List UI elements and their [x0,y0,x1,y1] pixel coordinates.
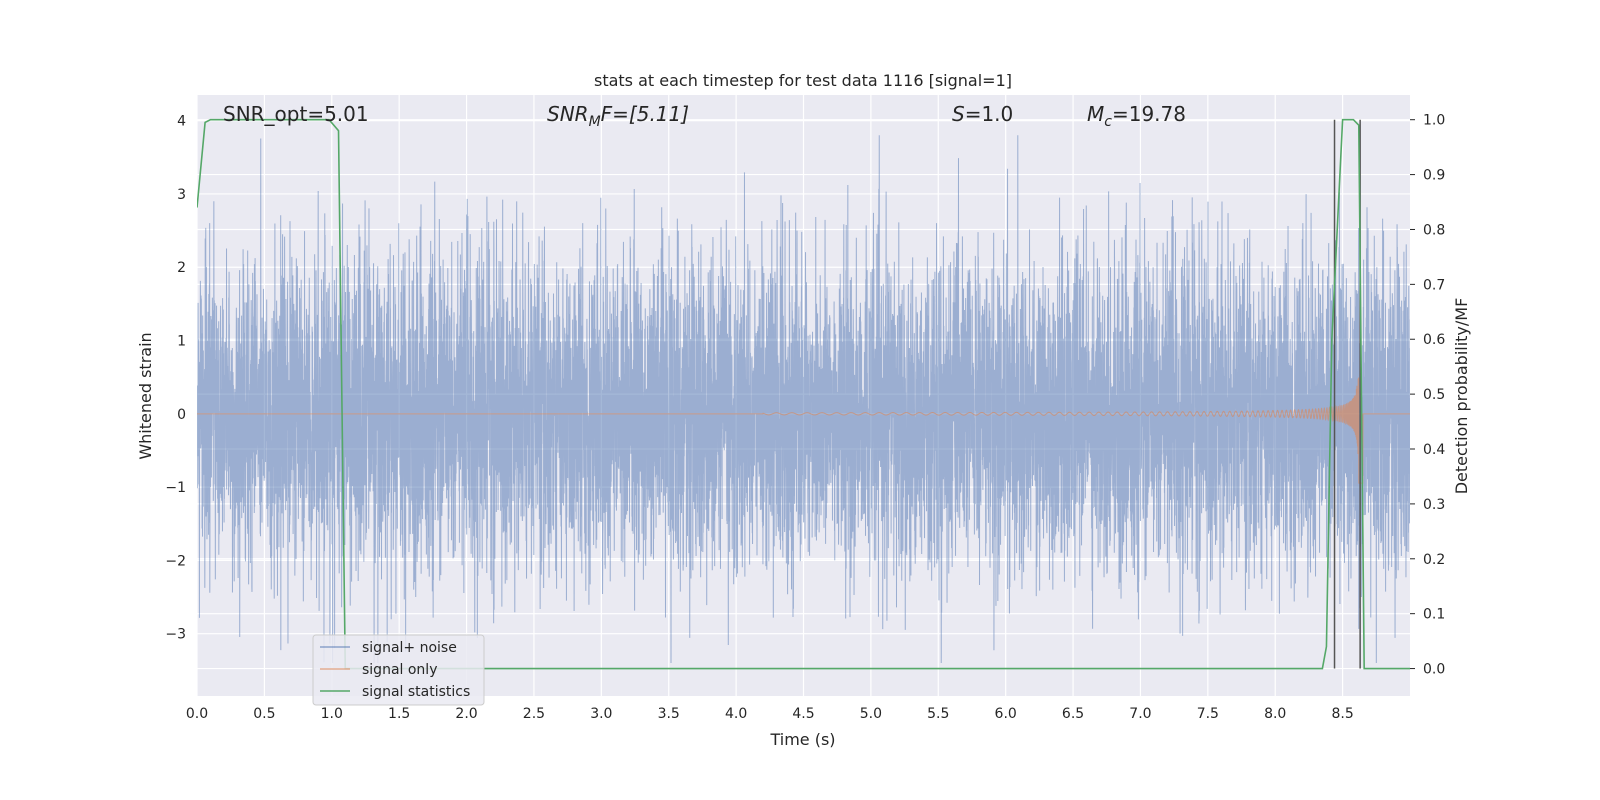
annotation-mc: Mc=19.78 [1087,102,1186,130]
right-y-tick-label: 0.0 [1423,662,1445,678]
x-tick-label: 2.0 [455,706,477,722]
y-tick-label: 2 [177,260,186,276]
y-tick-labels: 4 3 2 1 0 −1 −2 −3 [165,114,186,643]
x-tick-label: 4.5 [792,706,814,722]
x-tick-label: 1.5 [388,706,410,722]
legend-label-signal-noise: signal+ noise [362,640,457,656]
y-tick-label: 4 [177,114,186,130]
legend-label-signal-only: signal only [362,662,437,678]
right-y-tick-labels: 1.0 0.9 0.8 0.7 0.6 0.5 0.4 0.3 0.2 0.1 0.0 [1410,113,1445,678]
snr-mf-rest: F=[5.11] [601,102,689,126]
x-tick-label: 3.5 [658,706,680,722]
mc-sub: c [1104,114,1112,130]
x-tick-label: 2.5 [523,706,545,722]
x-tick-label: 1.0 [321,706,343,722]
right-y-tick-label: 0.2 [1423,552,1445,568]
right-y-tick-label: 0.6 [1423,332,1445,348]
x-tick-label: 5.5 [927,706,949,722]
y-tick-label: 1 [177,334,186,350]
y-axis-label: Whitened strain [136,332,155,459]
y-tick-label: −2 [165,553,186,569]
x-tick-label: 0.0 [186,706,208,722]
right-y-tick-label: 0.3 [1423,497,1445,513]
chart-title: stats at each timestep for test data 111… [594,71,1012,90]
x-tick-labels: 0.0 0.5 1.0 1.5 2.0 2.5 3.0 3.5 4.0 4.5 5.0 5.5 6.0 6… [186,706,1354,722]
x-tick-label: 6.5 [1062,706,1084,722]
right-y-tick-label: 0.5 [1423,387,1445,403]
x-tick-label: 8.5 [1331,706,1353,722]
right-y-tick-label: 1.0 [1423,113,1445,129]
y-tick-label: 0 [177,407,186,423]
x-tick-label: 3.0 [590,706,612,722]
snr-mf-main: SNR [547,102,589,126]
legend-box [312,634,485,706]
y-tick-label: 3 [177,187,186,203]
annotation-snr-opt: SNR_opt=5.01 [223,102,369,126]
right-y-tick-label: 0.8 [1423,222,1445,238]
s-rest: =1.0 [965,102,1014,126]
x-tick-label: 4.0 [725,706,747,722]
right-y-tick-label: 0.1 [1423,607,1445,623]
snr-mf-sub: M [589,114,601,130]
y-tick-label: −3 [165,627,186,643]
right-y-tick-label: 0.4 [1423,442,1445,458]
series-signal-only [197,377,1410,484]
series-signal-noise [197,135,1410,664]
annotation-snr-mf: SNRMF=[5.11] [547,102,689,130]
annotation-s: S=1.0 [952,102,1013,126]
y-tick-label: −1 [165,480,186,496]
right-y-axis-label: Detection probability/MF [1452,298,1471,495]
mc-main: M [1087,102,1104,126]
x-tick-label: 0.5 [253,706,275,722]
right-y-tick-label: 0.9 [1423,168,1445,184]
series-signal-statistics [197,118,1410,670]
x-tick-label: 5.0 [860,706,882,722]
x-tick-label: 8.0 [1264,706,1286,722]
s-italic: S [952,102,965,126]
mc-rest: =19.78 [1112,102,1186,126]
legend: signal+ noise signal only signal statist… [312,634,485,706]
x-tick-label: 7.0 [1129,706,1151,722]
x-tick-label: 6.0 [995,706,1017,722]
legend-label-signal-statistics: signal statistics [362,684,470,700]
right-y-tick-label: 0.7 [1423,277,1445,293]
x-tick-label: 7.5 [1197,706,1219,722]
x-axis-label: Time (s) [769,730,835,749]
